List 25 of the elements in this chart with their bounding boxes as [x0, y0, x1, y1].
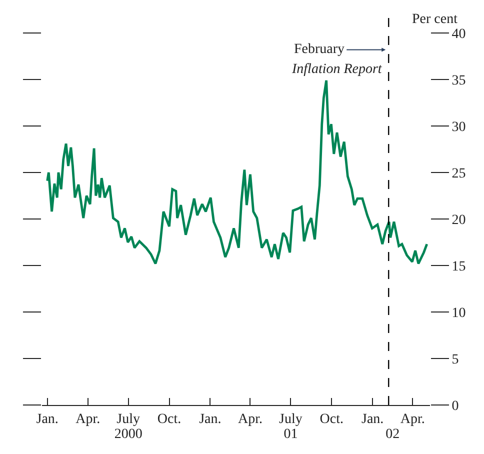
x-tick-label: July [279, 412, 302, 427]
y-tick-label: 10 [452, 306, 466, 321]
y-tick-label: 30 [452, 120, 466, 135]
x-tick-label: Oct. [320, 412, 344, 427]
x-tick-label: Jan. [362, 412, 384, 427]
x-tick-label: Apr. [400, 412, 425, 427]
y-tick-label: 0 [452, 398, 459, 414]
ref-line-label: February Inflation Report [291, 42, 383, 77]
x-tick-label: Apr. [76, 412, 100, 427]
y-tick-label: 35 [452, 73, 466, 88]
y-tick-label: 15 [452, 259, 466, 274]
x-tick-label: Jan. [36, 412, 58, 427]
y-tick-label: 40 [452, 26, 466, 42]
x2-tick-label: 01 [284, 427, 298, 442]
x-tick-label: Apr. [238, 412, 262, 427]
line-series [46, 79, 428, 265]
y-tick-label: 5 [452, 352, 459, 368]
x-tick-label: Jan. [199, 412, 222, 427]
y-tick-label: 25 [452, 166, 466, 182]
y-tick-label: 20 [452, 212, 466, 228]
y-axis-title: Per cent [412, 12, 458, 27]
x2-tick-label: 02 [386, 427, 400, 442]
x-tick-label: July [116, 412, 140, 427]
x-tick-label: Oct. [157, 412, 182, 427]
x2-tick-label: 2000 [114, 427, 142, 442]
